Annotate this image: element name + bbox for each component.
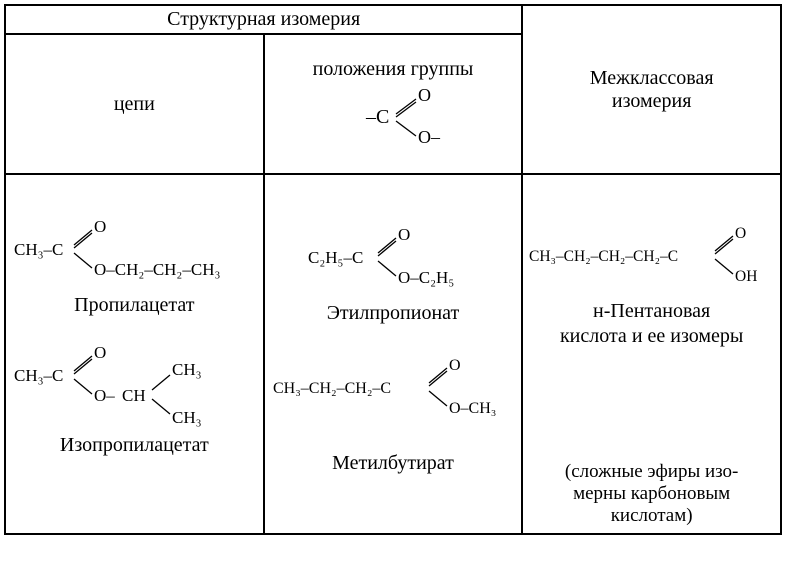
cell-position-isomers: C₂H₅–C O O–C₂H₅ Этилпропионат CH₃–CH₂–CH… <box>264 174 523 534</box>
pent-single: OH <box>735 268 757 285</box>
pentanoic-name2: кислота и ее изомеры <box>527 325 776 348</box>
pa-left: CH₃–C <box>14 240 63 259</box>
group-position-text: положения группы <box>269 58 518 81</box>
isopropyl-acetate-label: Изопропилацетат <box>10 434 259 457</box>
carboxyl-fragment-icon: –C O O– <box>338 81 448 151</box>
ia-brbot: CH₃ <box>172 408 202 427</box>
note-l3: кислотам) <box>527 505 776 527</box>
propyl-acetate-structure: CH₃–C O O–CH₂–CH₂–CH₃ <box>10 213 260 288</box>
header-structural-text: Структурная изомерия <box>167 8 360 30</box>
ep-dbl: O <box>398 225 410 244</box>
pa-dbl: O <box>94 217 106 236</box>
ep-single: O–C₂H₅ <box>398 268 454 287</box>
cell-chain-isomers: CH₃–C O O–CH₂–CH₂–CH₃ Пропилацетат CH₃–C… <box>5 174 264 534</box>
ia-brtop: CH₃ <box>172 360 202 379</box>
methyl-butyrate-label: Метилбутират <box>269 452 518 475</box>
note-l2: мерны карбоновым <box>527 483 776 505</box>
header-interclass: Межклассовая изомерия <box>522 5 781 174</box>
isopropyl-acetate-structure: CH₃–C O O– CH CH₃ CH₃ <box>10 333 260 428</box>
interclass-line2: изомерия <box>527 90 776 113</box>
isomerism-table: Структурная изомерия Межклассовая изомер… <box>4 4 782 535</box>
pa-single: O–CH₂–CH₂–CH₃ <box>94 260 220 279</box>
pent-dbl: O <box>735 225 746 242</box>
pentanoic-acid-structure: CH₃–CH₂–CH₂–CH₂–C O OH <box>527 219 785 294</box>
ia-ch: CH <box>122 386 146 405</box>
ethyl-propionate-label: Этилпропионат <box>269 302 518 325</box>
mb-left: CH₃–CH₂–CH₂–C <box>273 380 391 397</box>
header-chain-text: цепи <box>114 93 155 115</box>
pent-left: CH₃–CH₂–CH₂–CH₂–C <box>529 248 678 265</box>
ia-left: CH₃–C <box>14 366 63 385</box>
frag-dbl-o: O <box>418 85 431 105</box>
interclass-line1: Межклассовая <box>527 67 776 90</box>
header-group-position: положения группы –C O O– <box>264 34 523 174</box>
note-l1: (сложные эфиры изо- <box>527 461 776 483</box>
mb-single: O–CH₃ <box>449 400 496 417</box>
pentanoic-name1: н-Пентановая <box>527 300 776 323</box>
interclass-note: (сложные эфиры изо- мерны карбоновым кис… <box>527 461 776 527</box>
frag-single-o: O– <box>418 127 441 147</box>
ia-o: O– <box>94 386 115 405</box>
header-chain: цепи <box>5 34 264 174</box>
ep-left: C₂H₅–C <box>308 248 363 267</box>
ia-dbl: O <box>94 343 106 362</box>
isomerism-table-container: Структурная изомерия Межклассовая изомер… <box>4 4 782 535</box>
frag-left: –C <box>365 106 389 128</box>
propyl-acetate-label: Пропилацетат <box>10 294 259 317</box>
ethyl-propionate-structure: C₂H₅–C O O–C₂H₅ <box>278 221 508 296</box>
header-structural: Структурная изомерия <box>5 5 522 34</box>
methyl-butyrate-structure: CH₃–CH₂–CH₂–C O O–CH₃ <box>269 351 519 426</box>
cell-interclass: CH₃–CH₂–CH₂–CH₂–C O OH н-Пентановая кисл… <box>522 174 781 534</box>
mb-dbl: O <box>449 357 461 374</box>
